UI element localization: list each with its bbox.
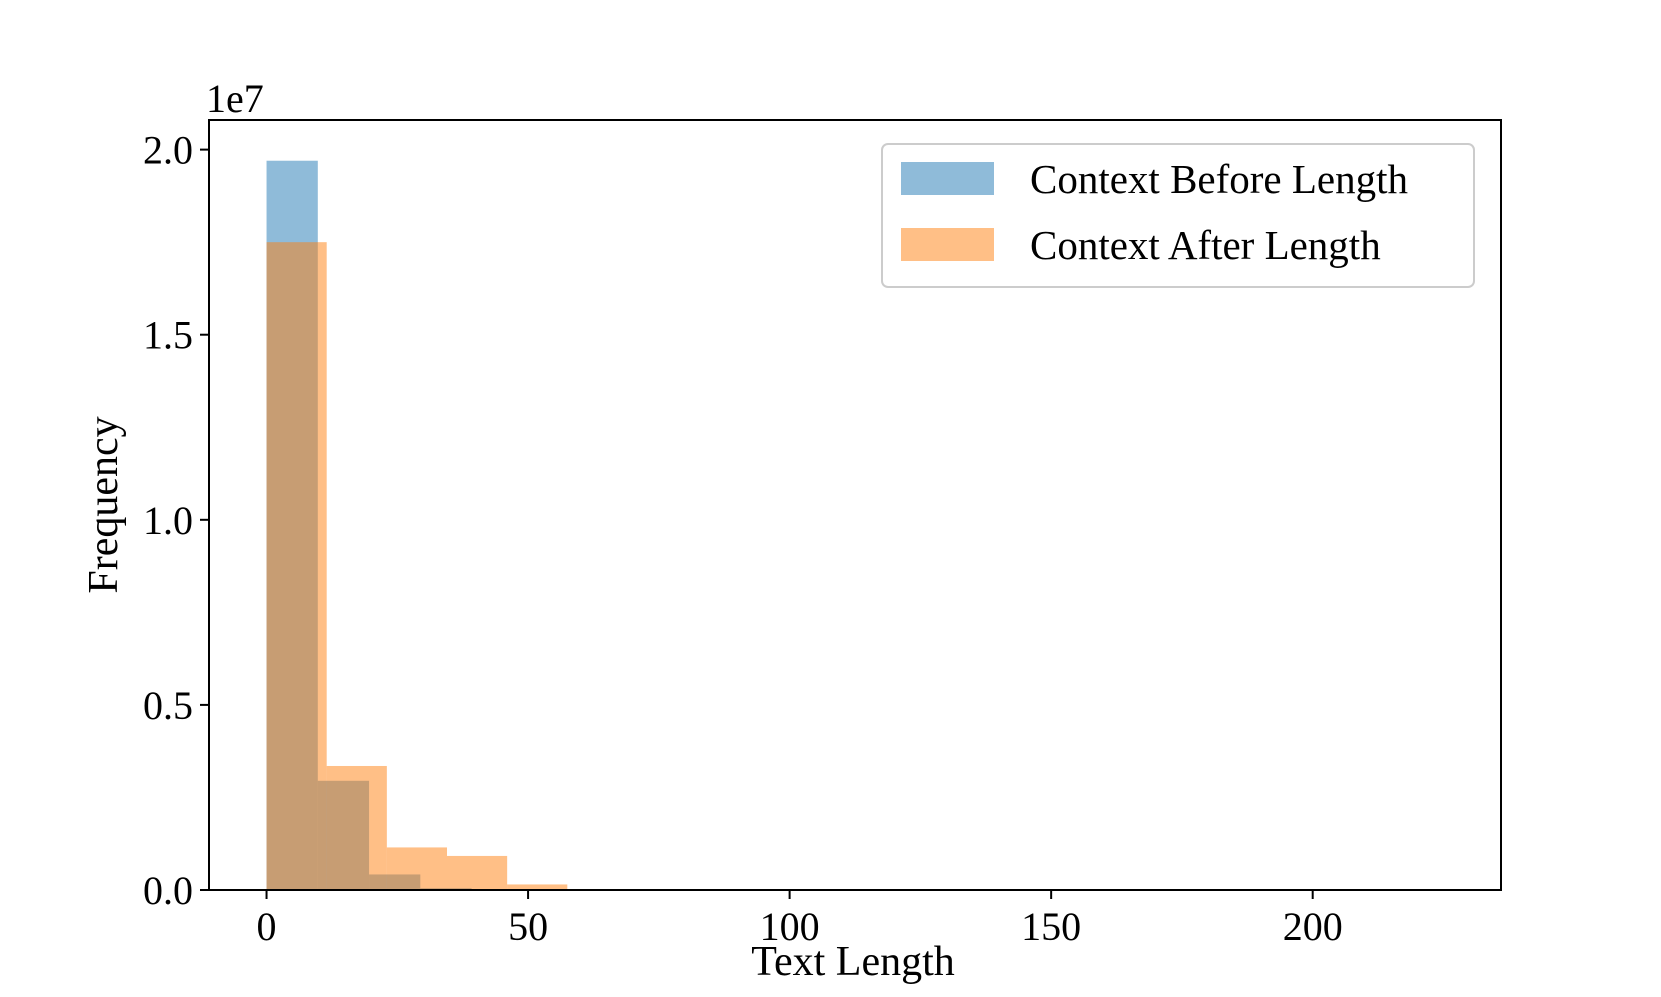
legend-swatch-context-before [901,162,994,195]
y-tick-label: 2.0 [143,128,193,173]
histogram-bar-context-after [447,855,508,890]
axis-ticks: 0 50 100 150 200 0.0 0.5 1.0 1.5 2.0 [143,128,1343,949]
x-tick-label: 50 [508,904,548,949]
x-tick-label: 0 [257,904,277,949]
y-tick-label: 0.5 [143,683,193,728]
legend-label-context-after: Context After Length [1030,222,1381,268]
x-tick-label: 200 [1283,904,1343,949]
histogram-bar-context-after [326,765,387,890]
y-tick-label: 1.0 [143,498,193,543]
y-axis-title: Frequency [81,416,127,593]
y-tick-label: 1.5 [143,313,193,358]
histogram-bar-context-after [507,884,568,890]
y-axis-offset-label: 1e7 [206,76,264,121]
histogram-bars [266,160,568,891]
y-tick-label: 0.0 [143,868,193,913]
x-tick-label: 100 [760,904,820,949]
legend-box [881,143,1475,288]
x-axis-title: Text Length [751,939,955,985]
plot-frame [208,119,1502,891]
histogram-bar-context-after [266,242,327,891]
x-tick-label: 150 [1021,904,1081,949]
legend-label-context-before: Context Before Length [1030,156,1408,202]
legend: Context Before Length Context After Leng… [881,143,1475,288]
legend-swatch-context-after [901,228,994,261]
histogram-bar-context-after [386,847,447,890]
